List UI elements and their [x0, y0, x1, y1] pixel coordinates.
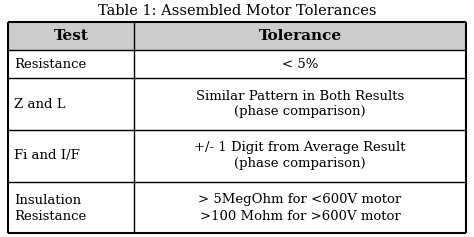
Bar — [134, 182, 466, 234]
Text: Table 1: Assembled Motor Tolerances: Table 1: Assembled Motor Tolerances — [98, 4, 376, 18]
Bar — [8, 78, 134, 130]
Bar — [134, 78, 466, 130]
Text: Test: Test — [54, 29, 89, 43]
Text: < 5%: < 5% — [282, 58, 318, 70]
Text: Tolerance: Tolerance — [258, 29, 342, 43]
Bar — [8, 130, 134, 182]
Text: Resistance: Resistance — [14, 58, 86, 70]
Text: > 5MegOhm for <600V motor
>100 Mohm for >600V motor: > 5MegOhm for <600V motor >100 Mohm for … — [198, 193, 401, 223]
Text: Fi and I/F: Fi and I/F — [14, 150, 80, 163]
Text: +/- 1 Digit from Average Result
(phase comparison): +/- 1 Digit from Average Result (phase c… — [194, 141, 406, 170]
Text: Z and L: Z and L — [14, 97, 65, 110]
Bar — [134, 50, 466, 78]
Bar — [134, 130, 466, 182]
Text: Similar Pattern in Both Results
(phase comparison): Similar Pattern in Both Results (phase c… — [196, 90, 404, 118]
Bar — [8, 182, 134, 234]
Bar — [8, 22, 466, 50]
Text: Insulation
Resistance: Insulation Resistance — [14, 193, 86, 223]
Bar — [8, 50, 134, 78]
